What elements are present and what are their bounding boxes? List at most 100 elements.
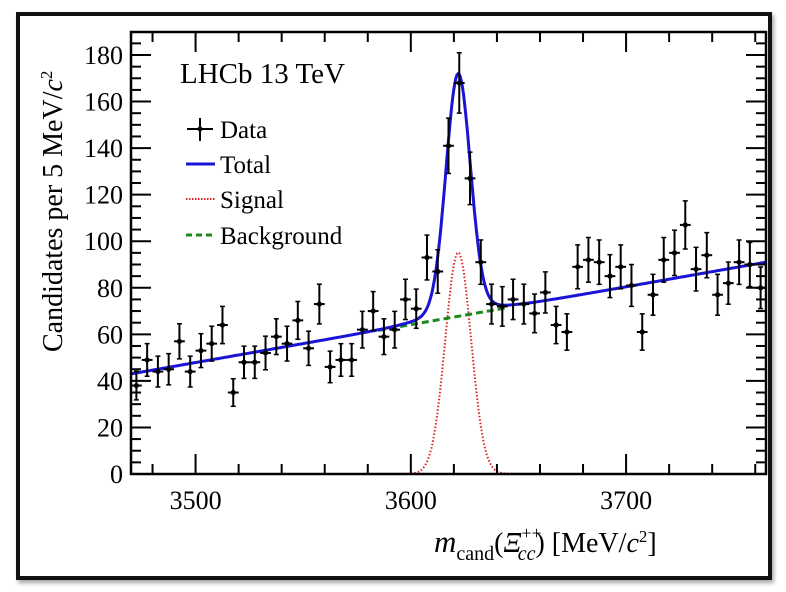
data-point-marker <box>219 322 226 328</box>
data-point-marker <box>392 327 398 333</box>
data-point-marker <box>499 303 505 309</box>
data-point-marker <box>252 359 258 365</box>
data-point <box>400 278 411 321</box>
data-point <box>572 244 584 290</box>
data-point <box>464 151 476 206</box>
legend-label-data: Data <box>220 117 267 144</box>
data-point <box>303 330 314 367</box>
x-tick-label: 3500 <box>170 486 222 515</box>
legend-label-signal: Signal <box>220 187 284 214</box>
x-axis-title-unit-suffix: ] <box>647 528 656 559</box>
x-tick-label: 3700 <box>600 486 652 515</box>
data-point <box>249 345 261 380</box>
data-point <box>626 263 637 308</box>
legend: Data Total Signal Background <box>186 117 343 250</box>
data-point-marker <box>359 327 365 333</box>
y-tick-label: 80 <box>97 274 123 303</box>
data-point <box>496 285 508 327</box>
data-point-marker <box>133 382 139 389</box>
x-axis-title-unit-c: c <box>626 528 639 559</box>
data-point <box>389 310 401 349</box>
x-axis-title-unit-prefix: [MeV/ <box>545 528 627 559</box>
y-axis-title-sup: 2 <box>37 71 56 80</box>
data-point-marker <box>736 259 742 265</box>
data-point <box>313 283 325 325</box>
data-point <box>550 305 562 345</box>
data-point-marker <box>467 175 473 181</box>
data-point-marker <box>241 359 247 365</box>
data-point <box>281 325 293 362</box>
data-point-marker <box>187 368 193 375</box>
data-point-marker <box>381 334 387 340</box>
data-point-marker <box>639 329 645 335</box>
data-point-marker <box>564 329 570 335</box>
experiment-label: LHCb 13 TeV <box>180 58 345 90</box>
data-point <box>260 335 271 371</box>
data-point-marker <box>725 280 731 286</box>
data-point-marker <box>542 289 548 296</box>
x-axis-title-unit-sup: 2 <box>639 527 648 546</box>
data-point <box>206 325 218 362</box>
data-point-marker <box>704 252 710 258</box>
data-point <box>292 300 304 341</box>
y-axis-title-text: Candidates per 5 MeV/ <box>38 91 69 352</box>
data-point-marker <box>295 317 301 323</box>
data-point <box>658 236 670 283</box>
y-axis-title-c: c <box>38 79 69 92</box>
legend-entry-signal: Signal <box>186 187 284 214</box>
data-point <box>507 278 519 321</box>
data-point <box>367 290 379 332</box>
photo-frame <box>16 12 772 580</box>
data-point <box>195 332 207 369</box>
data-point <box>604 253 616 299</box>
data-point <box>453 52 465 114</box>
data-point-marker <box>671 250 678 256</box>
data-point <box>486 283 497 325</box>
signal-curve <box>131 251 766 475</box>
data-point-marker <box>521 301 527 307</box>
y-tick-label: 140 <box>84 134 123 163</box>
data-point-marker <box>262 350 269 356</box>
data-point-marker <box>413 306 419 312</box>
data-point-marker <box>478 259 484 265</box>
data-point-marker <box>553 322 559 328</box>
data-point-marker <box>198 348 204 354</box>
data-point-marker <box>661 257 667 263</box>
x-axis-title-particle: Ξ <box>503 528 521 559</box>
y-tick-labels: 0 20 40 60 80 100 120 140 160 180 <box>84 41 123 489</box>
data-point-marker <box>273 334 279 340</box>
data-point <box>712 273 723 316</box>
data-point <box>410 288 422 330</box>
data-point <box>561 313 573 351</box>
x-tick-label: 3600 <box>385 486 437 515</box>
data-point-marker <box>682 222 688 228</box>
data-point-marker <box>445 143 452 149</box>
y-tick-label: 60 <box>97 320 123 349</box>
data-point-marker <box>607 273 613 279</box>
data-point <box>615 244 627 290</box>
data-point-marker <box>747 261 753 268</box>
data-point <box>593 239 605 286</box>
data-point <box>421 234 433 281</box>
y-tick-label: 40 <box>97 367 123 396</box>
data-point <box>722 261 734 305</box>
data-point-marker <box>650 292 656 298</box>
data-point <box>238 345 250 380</box>
data-point-marker <box>230 389 236 396</box>
data-point-marker <box>575 264 581 270</box>
data-point-marker <box>618 264 624 270</box>
data-point <box>152 355 164 388</box>
data-point <box>432 249 444 294</box>
data-point-marker <box>284 341 290 347</box>
legend-data-marker-dot <box>197 126 203 132</box>
x-axis-title: mcand(Ξ++ cc) [MeV/c2] <box>434 523 657 565</box>
data-point <box>701 231 713 279</box>
data-point <box>163 352 175 386</box>
data-point <box>131 370 142 401</box>
data-point-marker <box>714 292 721 298</box>
data-point-marker <box>176 338 183 344</box>
data-point <box>443 117 454 175</box>
data-point <box>357 310 368 349</box>
data-point-marker <box>327 364 333 370</box>
data-point <box>690 246 702 292</box>
